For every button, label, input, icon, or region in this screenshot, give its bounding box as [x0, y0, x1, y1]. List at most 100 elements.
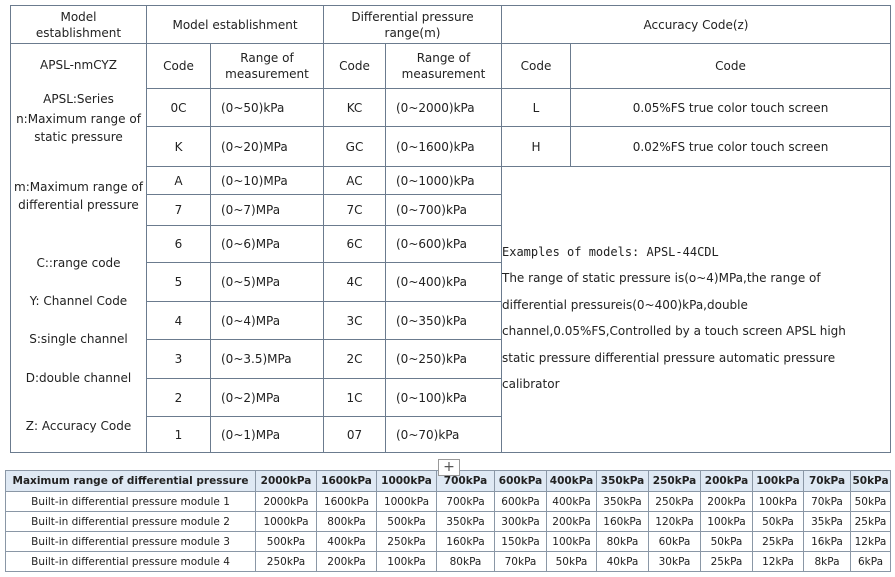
header-cell: 400kPa — [546, 470, 597, 492]
value-cell: 25kPa — [700, 551, 753, 572]
left-item: D:double channel — [25, 371, 132, 385]
value-cell: 150kPa — [494, 531, 547, 552]
left-item: APSL-nmCYZ — [40, 58, 117, 72]
value-cell: 70kPa — [803, 491, 851, 512]
value-cell: 60kPa — [648, 531, 701, 552]
range-cell: (0~350)kPa — [385, 301, 502, 340]
subheader-cell: Code — [146, 43, 211, 89]
code-cell: 7C — [323, 194, 386, 226]
code-cell: 3C — [323, 301, 386, 340]
value-cell: 400kPa — [546, 491, 597, 512]
value-cell: 700kPa — [436, 491, 495, 512]
range-cell: (0~700)kPa — [385, 194, 502, 226]
code-cell: A — [146, 166, 211, 195]
value-cell: 300kPa — [494, 511, 547, 532]
code-cell: 4C — [323, 262, 386, 302]
header-cell: Model establishment — [10, 5, 147, 44]
value-cell: 250kPa — [255, 551, 317, 572]
value-cell: 100kPa — [546, 531, 597, 552]
range-cell: (0~250)kPa — [385, 339, 502, 379]
value-cell: 250kPa — [376, 531, 437, 552]
header-cell: 1600kPa — [316, 470, 377, 492]
value-cell: 40kPa — [596, 551, 649, 572]
range-cell: (0~1600)kPa — [385, 126, 502, 167]
value-cell: 120kPa — [648, 511, 701, 532]
code-cell: 5 — [146, 262, 211, 302]
row-label: Built-in differential pressure module 4 — [5, 551, 256, 572]
range-cell: (0~2000)kPa — [385, 88, 502, 127]
value-cell: 50kPa — [700, 531, 753, 552]
left-item: Y: Channel Code — [29, 294, 128, 308]
row-label: Built-in differential pressure module 2 — [5, 511, 256, 532]
accuracy-cell: H — [501, 126, 571, 167]
value-cell: 400kPa — [316, 531, 377, 552]
value-cell: 250kPa — [648, 491, 701, 512]
range-cell: (0~400)kPa — [385, 262, 502, 302]
accuracy-cell: 0.02%FS true color touch screen — [570, 126, 891, 167]
subheader-cell: Range of measurement — [385, 43, 502, 89]
value-cell: 350kPa — [596, 491, 649, 512]
range-cell: (0~10)MPa — [210, 166, 324, 195]
value-cell: 70kPa — [494, 551, 547, 572]
code-cell: 1 — [146, 416, 211, 453]
value-cell: 100kPa — [700, 511, 753, 532]
range-cell: (0~7)MPa — [210, 194, 324, 226]
range-cell: (0~600)kPa — [385, 225, 502, 263]
value-cell: 50kPa — [546, 551, 597, 572]
row-label: Built-in differential pressure module 1 — [5, 491, 256, 512]
value-cell: 8kPa — [803, 551, 851, 572]
value-cell: 100kPa — [376, 551, 437, 572]
range-cell: (0~100)kPa — [385, 378, 502, 417]
range-cell: (0~6)MPa — [210, 225, 324, 263]
value-cell: 16kPa — [803, 531, 851, 552]
value-cell: 80kPa — [596, 531, 649, 552]
left-item: S:single channel — [29, 332, 128, 346]
range-cell: (0~3.5)MPa — [210, 339, 324, 379]
value-cell: 2000kPa — [255, 491, 317, 512]
value-cell: 200kPa — [700, 491, 753, 512]
value-cell: 80kPa — [436, 551, 495, 572]
value-cell: 50kPa — [752, 511, 804, 532]
range-cell: (0~4)MPa — [210, 301, 324, 340]
header-cell: Maximum range of differential pressure — [5, 470, 256, 492]
subheader-cell: Code — [323, 43, 386, 89]
value-cell: 350kPa — [436, 511, 495, 532]
range-cell: (0~20)MPa — [210, 126, 324, 167]
subheader-cell: Code — [501, 43, 571, 89]
add-button[interactable]: + — [438, 459, 460, 476]
value-cell: 800kPa — [316, 511, 377, 532]
value-cell: 12kPa — [752, 551, 804, 572]
header-cell: 600kPa — [494, 470, 547, 492]
code-cell: 4 — [146, 301, 211, 340]
row-label: Built-in differential pressure module 3 — [5, 531, 256, 552]
code-cell: 2 — [146, 378, 211, 417]
value-cell: 160kPa — [436, 531, 495, 552]
value-cell: 30kPa — [648, 551, 701, 572]
code-cell: KC — [323, 88, 386, 127]
left-item: Z: Accuracy Code — [25, 419, 132, 433]
code-cell: 6C — [323, 225, 386, 263]
value-cell: 200kPa — [316, 551, 377, 572]
accuracy-cell: 0.05%FS true color touch screen — [570, 88, 891, 127]
range-cell: (0~1000)kPa — [385, 166, 502, 195]
header-cell: Accuracy Code(z) — [501, 5, 891, 44]
left-item: C::range code — [36, 256, 121, 270]
code-cell: 6 — [146, 225, 211, 263]
value-cell: 160kPa — [596, 511, 649, 532]
header-cell: 200kPa — [700, 470, 753, 492]
example-text: The range of static pressure is(o~4)MPa,… — [502, 271, 846, 391]
code-cell: 0C — [146, 88, 211, 127]
value-cell: 50kPa — [850, 491, 891, 512]
header-cell: 1000kPa — [376, 470, 437, 492]
value-cell: 100kPa — [752, 491, 804, 512]
accuracy-cell: L — [501, 88, 571, 127]
value-cell: 500kPa — [376, 511, 437, 532]
value-cell: 1600kPa — [316, 491, 377, 512]
code-cell: 2C — [323, 339, 386, 379]
subheader-cell: Code — [570, 43, 891, 89]
value-cell: 500kPa — [255, 531, 317, 552]
left-item: APSL:Series — [43, 92, 114, 106]
value-cell: 12kPa — [850, 531, 891, 552]
example-title: Examples of models: APSL-44CDL — [502, 245, 719, 259]
